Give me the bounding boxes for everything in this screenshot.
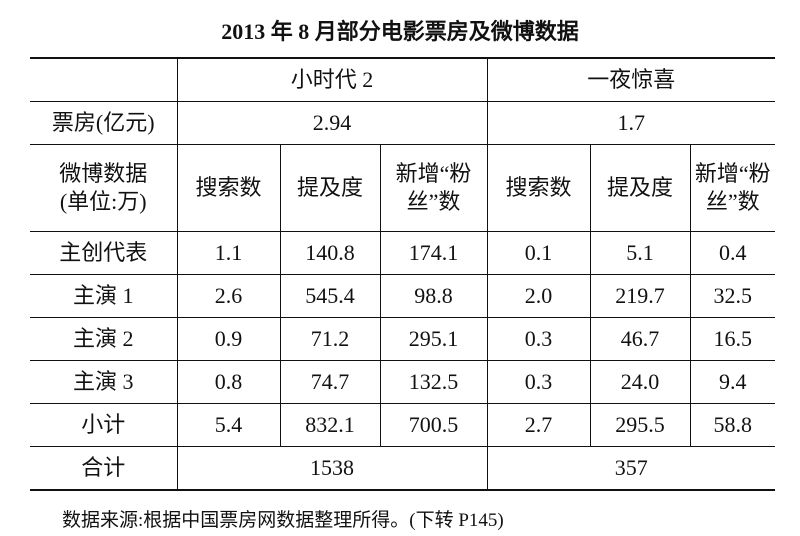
table-row: 主创代表 1.1 140.8 174.1 0.1 5.1 0.4 bbox=[30, 231, 776, 275]
cell: 0.4 bbox=[689, 231, 776, 275]
cell-line: 搜索数 bbox=[195, 175, 262, 200]
cell: 2.6 bbox=[176, 274, 281, 318]
row-label: 主演 2 bbox=[30, 317, 178, 361]
group-header: 小时代 2 bbox=[176, 57, 488, 102]
column-header: 搜索数 bbox=[486, 144, 591, 232]
column-header: 搜索数 bbox=[176, 144, 281, 232]
cell: 9.4 bbox=[689, 360, 776, 404]
cell: 32.5 bbox=[689, 274, 776, 318]
cell: 1.1 bbox=[176, 231, 281, 275]
cell-line: 新增“粉 bbox=[395, 161, 472, 186]
cell: 0.3 bbox=[486, 360, 591, 404]
cell: 98.8 bbox=[379, 274, 488, 318]
cell: 71.2 bbox=[279, 317, 381, 361]
table-row: 小时代 2 一夜惊喜 bbox=[30, 57, 776, 102]
cell-line: 微博数据 bbox=[59, 161, 148, 186]
cell: 2.94 bbox=[176, 101, 488, 145]
row-label: 主演 1 bbox=[30, 274, 178, 318]
cell: 832.1 bbox=[279, 403, 381, 447]
cell: 0.3 bbox=[486, 317, 591, 361]
table-row: 合计 1538 357 bbox=[30, 446, 776, 491]
table-row: 主演 2 0.9 71.2 295.1 0.3 46.7 16.5 bbox=[30, 317, 776, 361]
cell: 5.4 bbox=[176, 403, 281, 447]
cell: 46.7 bbox=[589, 317, 691, 361]
cell: 5.1 bbox=[589, 231, 691, 275]
cell: 295.5 bbox=[589, 403, 691, 447]
cell-line: 搜索数 bbox=[505, 175, 572, 200]
row-label: 小计 bbox=[30, 403, 178, 447]
cell-line: 新增“粉 bbox=[694, 161, 771, 186]
row-label: 主创代表 bbox=[30, 231, 178, 275]
cell: 174.1 bbox=[379, 231, 488, 275]
source-note: 数据来源:根据中国票房网数据整理所得。(下转 P145) bbox=[62, 510, 504, 531]
column-header: 提及度 bbox=[589, 144, 691, 232]
row-label: 合计 bbox=[30, 446, 178, 491]
cell-line: 提及度 bbox=[296, 175, 363, 200]
cell: 24.0 bbox=[589, 360, 691, 404]
cell: 140.8 bbox=[279, 231, 381, 275]
cell: 545.4 bbox=[279, 274, 381, 318]
title: 2013 年 8 月部分电影票房及微博数据 bbox=[221, 19, 579, 44]
cell: 219.7 bbox=[589, 274, 691, 318]
table-row: 主演 3 0.8 74.7 132.5 0.3 24.0 9.4 bbox=[30, 360, 776, 404]
cell: 1538 bbox=[176, 446, 488, 491]
cell-line: 丝”数 bbox=[406, 189, 461, 214]
cell: 357 bbox=[486, 446, 776, 491]
cell-line: 丝”数 bbox=[705, 189, 760, 214]
row-label: 主演 3 bbox=[30, 360, 178, 404]
table-row: 微博数据 (单位:万) 搜索数 提及度 新增“粉 丝”数 搜索数 提及度 新增“粉 丝”数 bbox=[30, 144, 776, 232]
table-row: 主演 1 2.6 545.4 98.8 2.0 219.7 32.5 bbox=[30, 274, 776, 318]
table-row: 票房(亿元) 2.94 1.7 bbox=[30, 101, 776, 145]
cell: 2.7 bbox=[486, 403, 591, 447]
cell-line: (单位:万) bbox=[59, 189, 147, 214]
cell: 0.8 bbox=[176, 360, 281, 404]
column-header: 新增“粉丝”数 bbox=[379, 144, 488, 232]
data-table: 小时代 2 一夜惊喜 票房(亿元) 2.94 1.7 微博数据 (单位:万) 搜索数 提及度 新增… bbox=[30, 57, 776, 491]
cell: 295.1 bbox=[379, 317, 488, 361]
cell: 0.9 bbox=[176, 317, 281, 361]
row-label: 票房(亿元) bbox=[30, 101, 178, 145]
corner-cell bbox=[30, 57, 178, 102]
cell: 1.7 bbox=[486, 101, 776, 145]
column-header: 新增“粉丝”数 bbox=[689, 144, 776, 232]
cell: 2.0 bbox=[486, 274, 591, 318]
cell: 74.7 bbox=[279, 360, 381, 404]
cell: 58.8 bbox=[689, 403, 776, 447]
cell-line: 提及度 bbox=[607, 175, 674, 200]
row-label: 微博数据 (单位:万) bbox=[30, 144, 178, 232]
cell: 700.5 bbox=[379, 403, 488, 447]
column-header: 提及度 bbox=[279, 144, 381, 232]
cell: 0.1 bbox=[486, 231, 591, 275]
cell: 16.5 bbox=[689, 317, 776, 361]
cell: 132.5 bbox=[379, 360, 488, 404]
group-header: 一夜惊喜 bbox=[486, 57, 776, 102]
table-row: 小计 5.4 832.1 700.5 2.7 295.5 58.8 bbox=[30, 403, 776, 447]
